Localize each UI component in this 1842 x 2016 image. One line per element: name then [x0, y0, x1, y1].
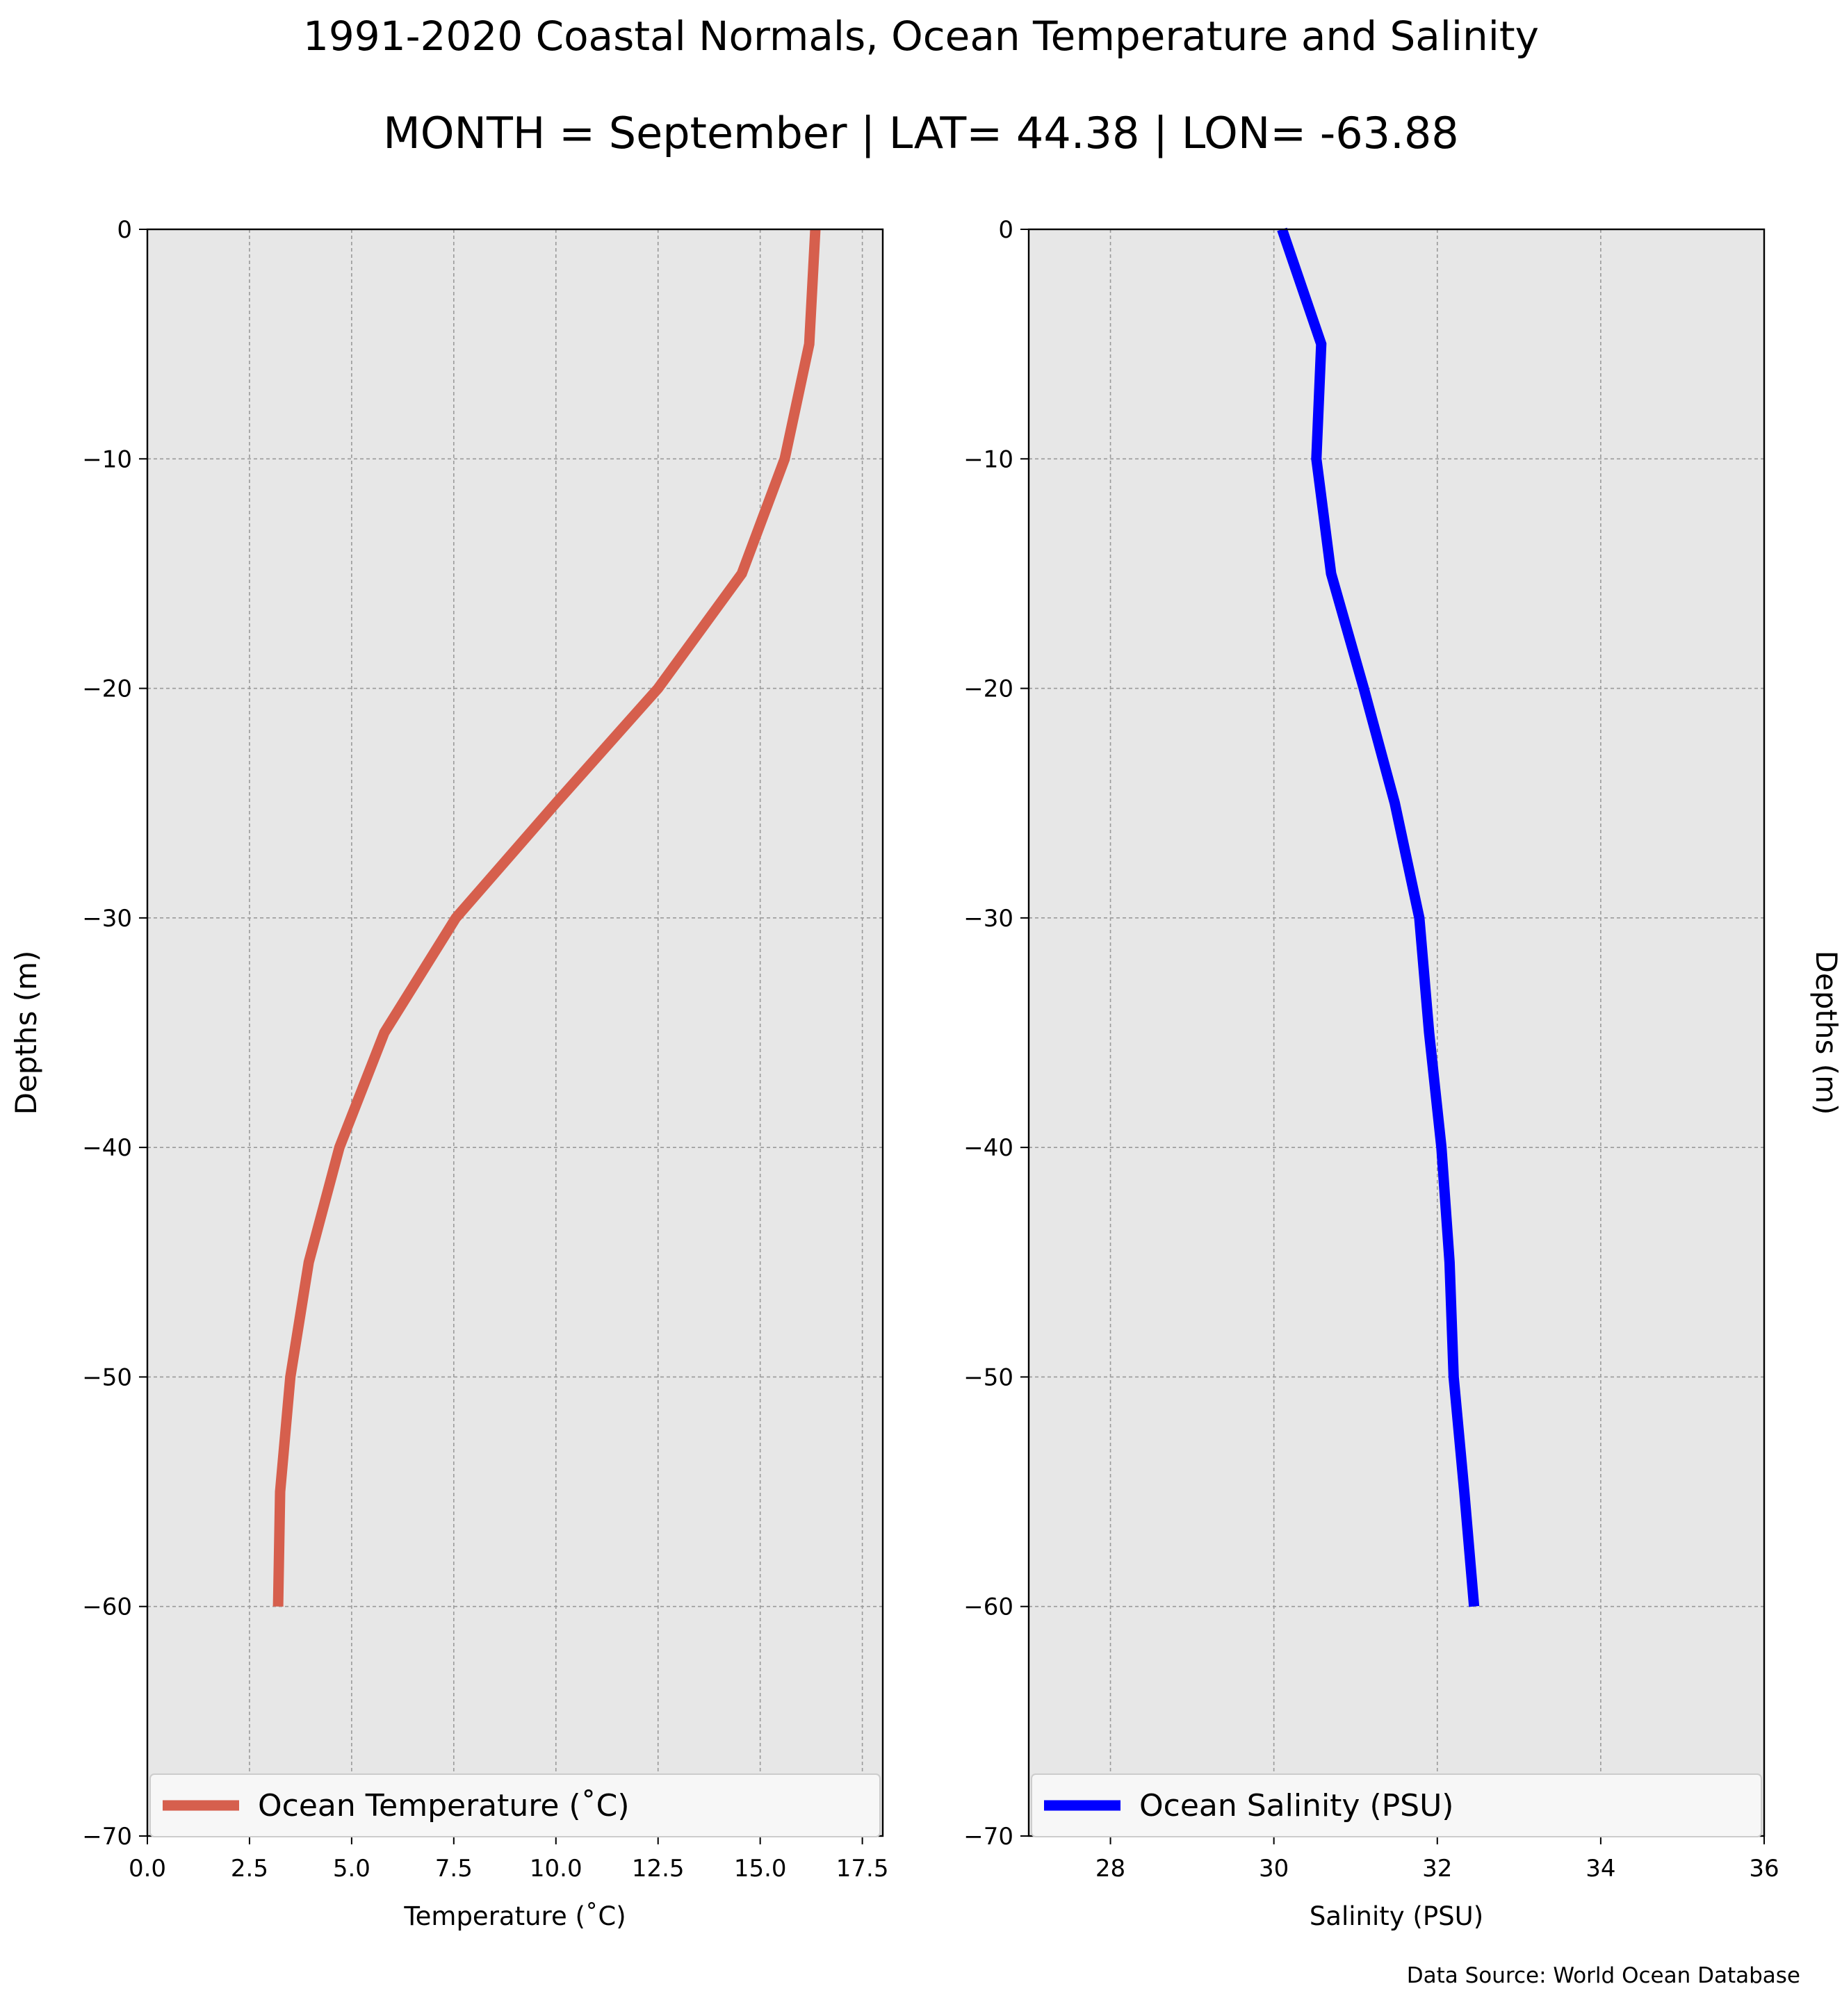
temperature-legend-box	[149, 1773, 881, 1837]
chart-subtitle: MONTH = September | LAT= 44.38 | LON= -6…	[383, 108, 1459, 158]
temperature-x-tick-label: 10.0	[530, 1855, 582, 1883]
temperature-panel: 0.0 2.5 5.0 7.5 10.0 12.5 15.0 17.5 0 −10 −20 −30 −4…	[9, 216, 888, 1931]
salinity-legend-box	[1031, 1773, 1762, 1837]
temperature-y-tick-label: −70	[82, 1823, 132, 1851]
temperature-x-tick-label: 5.0	[333, 1855, 370, 1883]
salinity-legend-label: Ocean Salinity (PSU)	[1139, 1788, 1453, 1824]
salinity-series-line	[1277, 227, 1480, 1607]
data-source-note: Data Source: World Ocean Database	[1406, 1963, 1800, 1988]
temperature-x-axis-label: Temperature (˚C)	[403, 1901, 626, 1931]
temperature-y-tick-label: −10	[82, 445, 132, 473]
salinity-y-axis-label: Depths (m)	[1809, 951, 1842, 1115]
temperature-x-tick-label: 7.5	[435, 1855, 473, 1883]
salinity-y-tick-label: −30	[963, 905, 1013, 933]
temperature-legend-label: Ocean Temperature (˚C)	[258, 1788, 630, 1824]
temperature-y-tick-label: −60	[82, 1593, 132, 1621]
salinity-x-tick-label: 36	[1749, 1855, 1779, 1883]
salinity-y-tick-label: −20	[963, 675, 1013, 703]
temperature-plot-background	[147, 229, 883, 1836]
salinity-y-tick-label: −60	[963, 1593, 1013, 1621]
salinity-x-tick-label: 30	[1259, 1855, 1289, 1883]
temperature-y-axis-label: Depths (m)	[9, 951, 43, 1115]
salinity-x-tick-label: 34	[1586, 1855, 1615, 1883]
salinity-x-tick-label: 32	[1422, 1855, 1452, 1883]
temperature-x-tick-label: 17.5	[836, 1855, 889, 1883]
temperature-series-line	[272, 229, 821, 1607]
temperature-y-tick-label: −40	[82, 1134, 132, 1162]
temperature-y-tick-label: −20	[82, 675, 132, 703]
salinity-x-axis-label: Salinity (PSU)	[1310, 1901, 1483, 1931]
salinity-x-tick-label: 28	[1095, 1855, 1125, 1883]
salinity-y-tick-label: −70	[963, 1823, 1013, 1851]
temperature-x-tick-label: 0.0	[129, 1855, 166, 1883]
salinity-y-tick-label: −40	[963, 1134, 1013, 1162]
temperature-x-tick-label: 2.5	[231, 1855, 268, 1883]
salinity-y-tick-label: −10	[963, 445, 1013, 473]
temperature-legend: Ocean Temperature (˚C)	[149, 1773, 881, 1837]
chart-title: 1991-2020 Coastal Normals, Ocean Tempera…	[303, 13, 1539, 60]
salinity-plot-background	[1029, 229, 1764, 1836]
temperature-x-tick-label: 15.0	[734, 1855, 787, 1883]
salinity-y-tick-label: 0	[998, 216, 1013, 244]
temperature-x-tick-label: 12.5	[632, 1855, 685, 1883]
temperature-y-tick-label: −50	[82, 1363, 132, 1391]
salinity-y-tick-label: −50	[963, 1363, 1013, 1391]
temperature-y-tick-label: 0	[117, 216, 132, 244]
temperature-y-tick-label: −30	[82, 905, 132, 933]
salinity-legend: Ocean Salinity (PSU)	[1031, 1773, 1762, 1837]
salinity-panel: 28 30 32 34 36 0 −10 −20 −30 −40 −50 −60 −70 Salinity…	[963, 216, 1842, 1931]
